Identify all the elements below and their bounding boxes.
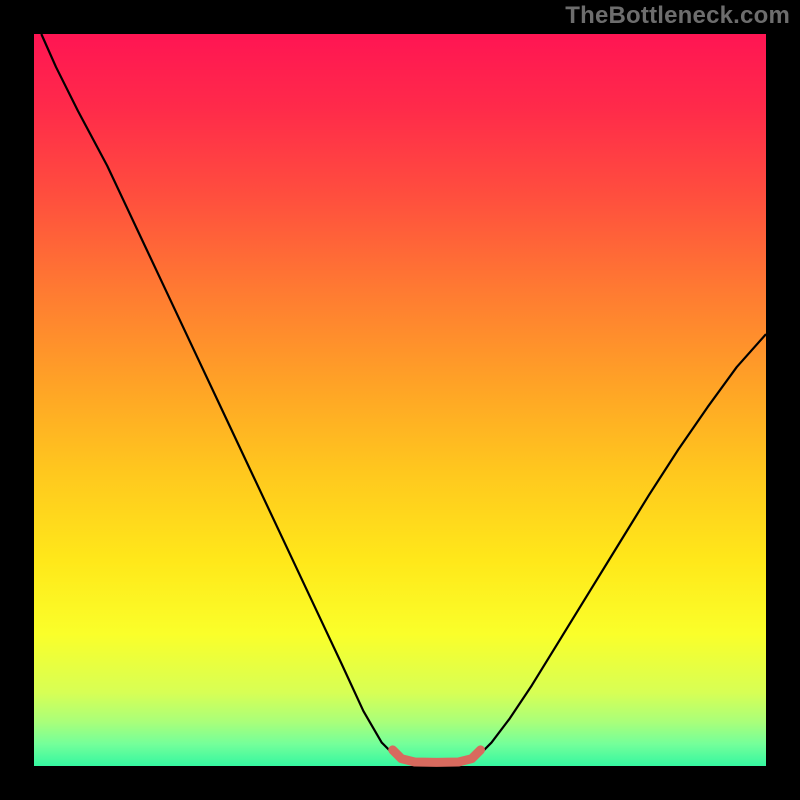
chart-stage: TheBottleneck.com (0, 0, 800, 800)
chart-svg (0, 0, 800, 800)
watermark-text: TheBottleneck.com (565, 2, 790, 30)
gradient-background (34, 34, 766, 766)
